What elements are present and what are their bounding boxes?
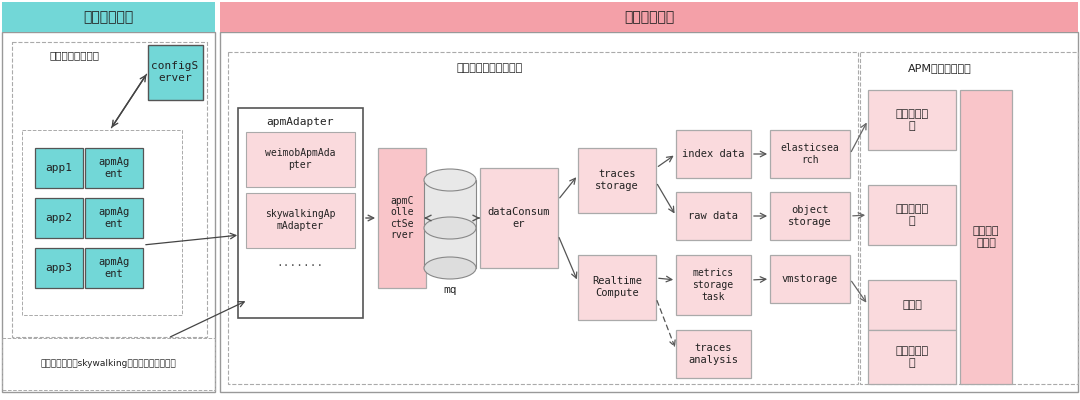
Text: skywalkingAp
mAdapter: skywalkingAp mAdapter: [265, 209, 335, 231]
Text: apmAdapter: apmAdapter: [267, 117, 334, 127]
Bar: [35, 198, 83, 238]
Bar: [35, 248, 83, 288]
Text: traces
storage: traces storage: [595, 169, 639, 191]
Text: apmAg
ent: apmAg ent: [98, 257, 130, 279]
Text: traces
analysis: traces analysis: [688, 343, 738, 365]
Bar: [2, 338, 215, 390]
Bar: [2, 2, 215, 32]
Bar: [378, 148, 426, 288]
Text: 其他链路组件（skywalking，微盟前端链路等）: 其他链路组件（skywalking，微盟前端链路等）: [40, 360, 176, 368]
Bar: [22, 130, 183, 315]
Text: APM平台透出功能: APM平台透出功能: [908, 63, 972, 73]
Bar: [578, 148, 656, 213]
Text: 一站式服
务平台: 一站式服 务平台: [973, 226, 999, 248]
Bar: [770, 255, 850, 303]
Bar: [860, 52, 1078, 384]
Bar: [246, 132, 355, 187]
Bar: [868, 185, 956, 245]
Ellipse shape: [424, 217, 476, 239]
Bar: [12, 42, 207, 337]
Bar: [424, 180, 476, 268]
Bar: [676, 130, 751, 178]
Text: 其他更多场
景: 其他更多场 景: [895, 346, 929, 368]
Text: 实时链路查
询: 实时链路查 询: [895, 109, 929, 131]
Text: object
storage: object storage: [788, 205, 832, 227]
Text: mq: mq: [443, 285, 457, 295]
Text: 微盟前台链路服务: 微盟前台链路服务: [50, 50, 100, 60]
Text: app2: app2: [45, 213, 72, 223]
Text: 前台链路服务: 前台链路服务: [83, 10, 133, 24]
Bar: [35, 148, 83, 188]
Text: configS
erver: configS erver: [151, 61, 199, 83]
Text: app3: app3: [45, 263, 72, 273]
Bar: [228, 52, 858, 384]
Bar: [676, 192, 751, 240]
Bar: [960, 90, 1012, 384]
Text: app1: app1: [45, 163, 72, 173]
Text: apmC
olle
ctSe
rver: apmC olle ctSe rver: [390, 196, 414, 240]
Text: 可视化: 可视化: [902, 300, 922, 310]
Bar: [676, 330, 751, 378]
Bar: [578, 255, 656, 320]
Text: apmAg
ent: apmAg ent: [98, 157, 130, 179]
Bar: [85, 248, 143, 288]
Bar: [2, 32, 215, 392]
Ellipse shape: [424, 257, 476, 279]
Bar: [220, 2, 1078, 32]
Bar: [868, 330, 956, 384]
Ellipse shape: [424, 169, 476, 191]
Text: Realtime
Compute: Realtime Compute: [592, 276, 642, 298]
Bar: [246, 193, 355, 248]
Text: 数据收集，存储，分析: 数据收集，存储，分析: [457, 63, 523, 73]
Text: raw data: raw data: [688, 211, 738, 221]
Bar: [770, 130, 850, 178]
Bar: [85, 198, 143, 238]
Bar: [220, 32, 1078, 392]
Bar: [148, 45, 203, 100]
Text: metrics
storage
task: metrics storage task: [692, 268, 733, 302]
Bar: [676, 255, 751, 315]
Text: .......: .......: [276, 258, 324, 268]
Text: apmAg
ent: apmAg ent: [98, 207, 130, 229]
Text: vmstorage: vmstorage: [782, 274, 838, 284]
Bar: [238, 108, 363, 318]
Text: 后台链路服务: 后台链路服务: [624, 10, 674, 24]
Bar: [480, 168, 558, 268]
Text: index data: index data: [681, 149, 744, 159]
Bar: [770, 192, 850, 240]
Text: weimobApmAda
pter: weimobApmAda pter: [265, 148, 335, 170]
Text: 指标监控告
警: 指标监控告 警: [895, 204, 929, 226]
Bar: [85, 148, 143, 188]
Text: elasticsea
rch: elasticsea rch: [781, 143, 839, 165]
Bar: [868, 280, 956, 330]
Bar: [868, 90, 956, 150]
Text: dataConsum
er: dataConsum er: [488, 207, 550, 229]
